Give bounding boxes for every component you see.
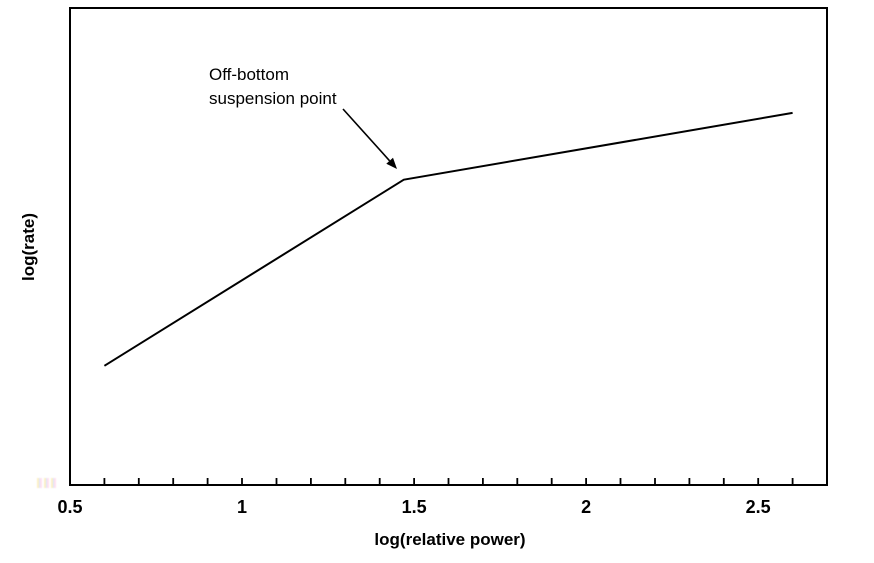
annotation-text: Off-bottom suspension point bbox=[209, 63, 337, 111]
x-tick-label: 1 bbox=[236, 497, 248, 517]
x-tick-label: 0.5 bbox=[57, 497, 83, 517]
plot-border bbox=[69, 7, 828, 486]
annotation-arrow bbox=[342, 108, 397, 169]
x-tick-label: 2.5 bbox=[745, 497, 771, 517]
x-axis-title: log(relative power) bbox=[374, 530, 526, 549]
annotation-arrow-head bbox=[386, 157, 397, 169]
annotation-line-2: suspension point bbox=[209, 89, 337, 108]
annotation-line-1: Off-bottom bbox=[209, 65, 289, 84]
subpixel-artifact bbox=[37, 478, 57, 488]
y-axis-title: log(rate) bbox=[19, 213, 38, 281]
x-axis-ticks bbox=[103, 478, 794, 485]
data-line bbox=[103, 111, 793, 367]
annotation-arrow-shaft bbox=[342, 108, 391, 162]
x-tick-label: 1.5 bbox=[401, 497, 427, 517]
x-tick-label: 2 bbox=[581, 497, 592, 517]
